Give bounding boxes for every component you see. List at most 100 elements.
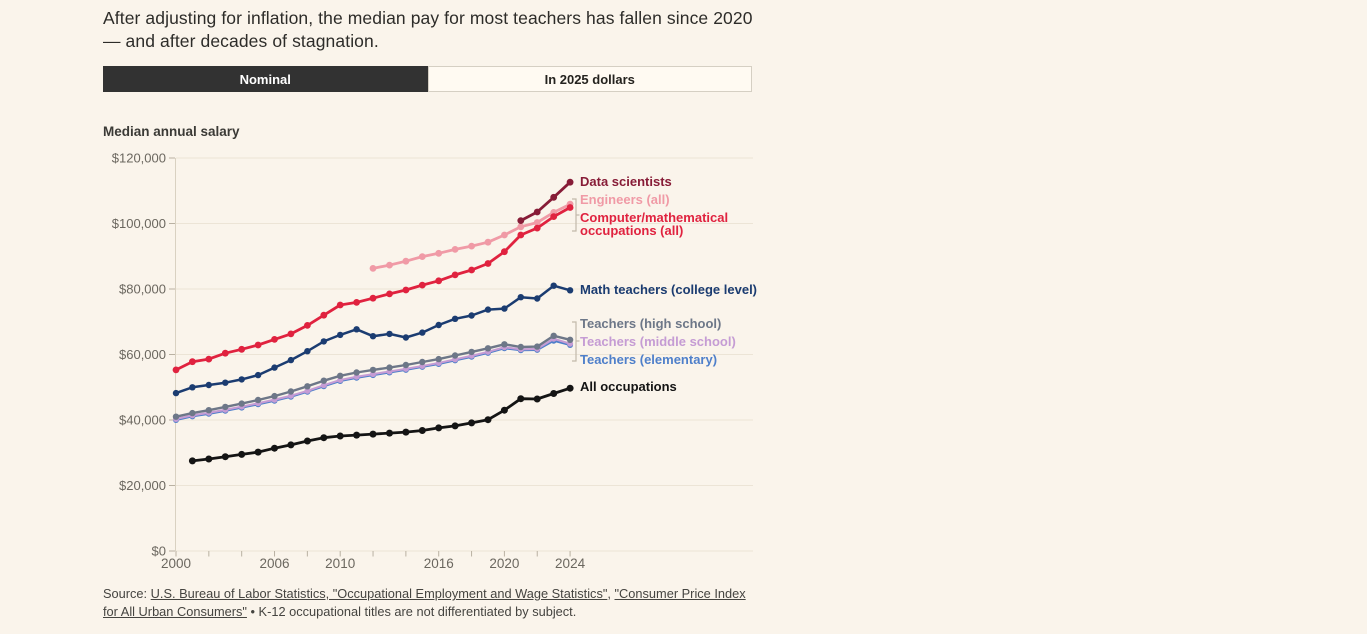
data-point — [369, 294, 377, 302]
data-point — [189, 409, 196, 417]
data-point — [435, 321, 442, 329]
data-point — [304, 322, 311, 329]
x-axis-label: 2006 — [259, 556, 289, 571]
unit-toggle: Nominal In 2025 dollars — [103, 66, 752, 92]
data-point — [484, 416, 492, 424]
data-point — [419, 329, 426, 336]
data-point — [566, 287, 574, 294]
data-point — [451, 315, 459, 322]
data-point — [222, 403, 229, 411]
data-point — [451, 246, 459, 253]
data-point — [517, 223, 525, 231]
series-label-data-scientists: Data scientists — [580, 174, 672, 189]
data-point — [172, 413, 180, 420]
data-point — [304, 387, 311, 394]
data-point — [517, 217, 525, 225]
chart-headline: After adjusting for inflation, the media… — [103, 8, 753, 51]
data-point — [336, 432, 344, 440]
data-point — [320, 338, 327, 345]
data-point — [517, 343, 524, 351]
data-point — [386, 261, 393, 269]
data-point — [550, 193, 558, 201]
data-point — [533, 224, 541, 232]
data-point — [484, 238, 492, 246]
series-line-math-college — [172, 282, 574, 397]
data-point — [221, 453, 229, 461]
data-point — [353, 369, 360, 376]
data-point — [435, 355, 442, 363]
data-point — [238, 376, 245, 383]
series-label-elementary: Teachers (elementary) — [580, 352, 718, 367]
x-axis-label: 2024 — [555, 556, 586, 571]
data-point — [402, 286, 410, 294]
x-axis-label: 2020 — [489, 556, 519, 571]
data-point — [303, 437, 311, 445]
data-point — [533, 208, 541, 216]
series-path — [519, 180, 572, 223]
data-point — [205, 455, 213, 463]
data-point — [172, 366, 180, 374]
data-point — [484, 345, 492, 352]
series-path — [371, 202, 572, 270]
data-point — [435, 424, 443, 432]
data-point — [271, 444, 278, 452]
data-point — [238, 345, 246, 353]
data-point — [550, 332, 557, 339]
data-point — [501, 305, 508, 312]
data-point — [534, 295, 541, 302]
series-label-high-school: Teachers (high school) — [580, 316, 722, 331]
data-point — [402, 334, 410, 341]
data-point — [353, 431, 361, 439]
data-point — [287, 356, 295, 364]
series-line-middle-school — [173, 335, 574, 422]
x-axis-label: 2010 — [325, 556, 355, 571]
series-label-middle-school: Teachers (middle school) — [580, 334, 736, 349]
data-point — [566, 336, 574, 343]
data-point — [386, 290, 393, 298]
data-point — [418, 253, 426, 260]
data-point — [189, 384, 196, 391]
data-point — [254, 371, 262, 379]
data-point — [468, 312, 475, 319]
data-point — [517, 231, 525, 239]
data-point — [402, 361, 410, 369]
data-point — [402, 428, 410, 436]
source-link[interactable]: U.S. Bureau of Labor Statistics, "Occupa… — [150, 586, 608, 601]
source-text: • K-12 occupational titles are not diffe… — [246, 604, 577, 619]
data-point — [271, 392, 278, 400]
data-point — [205, 381, 212, 389]
data-point — [418, 281, 426, 289]
data-point — [566, 204, 574, 211]
series-line-data-scientists — [517, 178, 574, 225]
series-label-engineers: Engineers (all) — [580, 192, 670, 207]
data-point — [500, 406, 508, 414]
data-point — [468, 266, 475, 274]
data-point — [418, 427, 426, 434]
source-link[interactable]: "Consumer Price Index for All Urban Cons… — [103, 586, 746, 619]
data-point — [550, 213, 558, 221]
data-point — [320, 382, 327, 389]
series-line-computer-math — [172, 204, 574, 374]
data-point — [222, 379, 229, 386]
data-point — [337, 331, 344, 339]
data-point — [435, 277, 443, 285]
series-label-computer-math: Computer/mathematical occupations (all) — [580, 210, 729, 238]
toggle-in-2025-dollars[interactable]: In 2025 dollars — [427, 66, 752, 92]
data-point — [254, 448, 262, 456]
data-point — [402, 257, 410, 265]
y-axis-label: $60,000 — [119, 347, 166, 362]
data-point — [419, 358, 426, 366]
data-point — [205, 407, 212, 414]
x-axis-label: 2000 — [161, 556, 191, 571]
y-axis-label: $0 — [152, 544, 166, 559]
data-point — [369, 366, 377, 374]
data-point — [337, 372, 344, 379]
toggle-nominal[interactable]: Nominal — [103, 66, 428, 92]
data-point — [353, 326, 360, 333]
data-point — [550, 390, 558, 397]
chart-title: Median annual salary — [103, 124, 240, 139]
data-point — [484, 306, 492, 313]
data-point — [517, 294, 524, 301]
